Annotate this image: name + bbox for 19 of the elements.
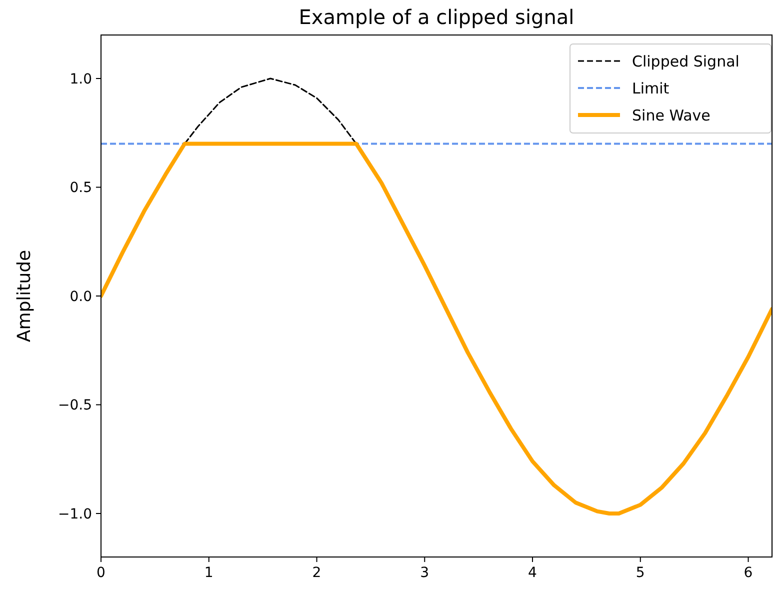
legend-label: Limit xyxy=(632,79,670,98)
y-tick-label: 0.5 xyxy=(70,180,92,196)
line-series xyxy=(184,78,358,144)
y-tick-label: −0.5 xyxy=(58,398,92,414)
x-tick-label: 4 xyxy=(528,565,538,581)
y-tick-label: 1.0 xyxy=(70,71,92,88)
y-axis-title: Amplitude xyxy=(14,250,35,342)
chart-title: Example of a clipped signal xyxy=(298,5,574,29)
x-tick-label: 5 xyxy=(636,565,645,581)
line-series xyxy=(101,142,772,516)
y-tick-label: −1.0 xyxy=(58,506,92,522)
legend-label: Clipped Signal xyxy=(632,52,740,70)
y-tick-label: 0.0 xyxy=(70,288,92,305)
x-tick-label: 2 xyxy=(312,565,322,581)
x-tick-label: 6 xyxy=(744,565,753,581)
legend-label: Sine Wave xyxy=(632,106,710,124)
x-tick-label: 1 xyxy=(204,565,214,581)
x-tick-label: 3 xyxy=(420,565,430,581)
x-tick-label: 0 xyxy=(96,565,106,581)
